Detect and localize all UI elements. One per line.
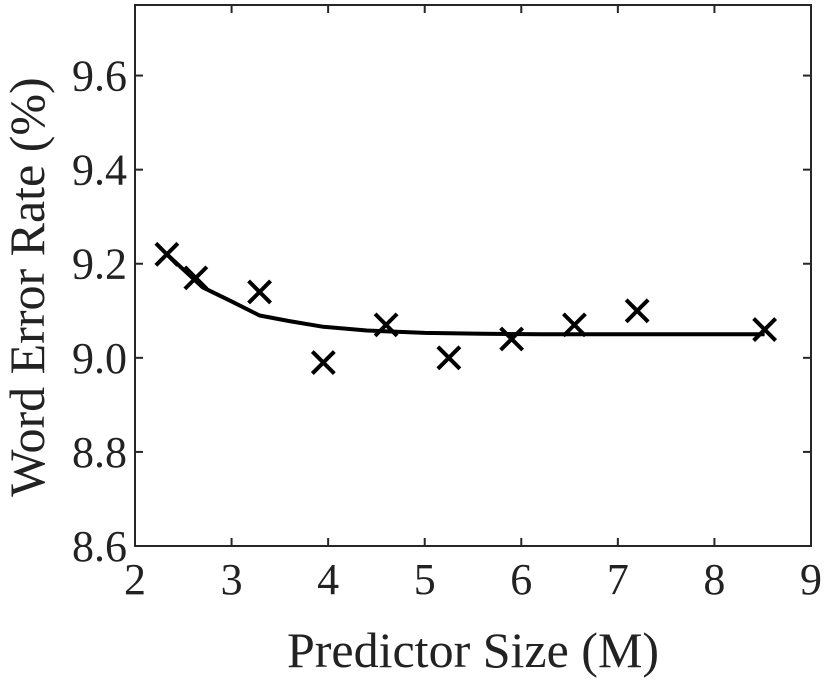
data-point — [247, 279, 272, 305]
x-tick-label: 4 — [317, 555, 339, 604]
data-point — [561, 312, 587, 338]
x-tick-label: 6 — [510, 555, 532, 604]
y-tick-label: 8.6 — [72, 522, 127, 571]
y-tick-label: 8.8 — [72, 428, 127, 477]
plot-area — [154, 241, 778, 375]
x-tick-label: 9 — [800, 555, 822, 604]
y-tick-label: 9.0 — [72, 334, 127, 383]
x-tick-label: 3 — [221, 555, 243, 604]
data-point — [752, 317, 778, 343]
data-point — [624, 298, 650, 324]
y-tick-label: 9.6 — [72, 52, 127, 101]
x-tick-label: 7 — [607, 555, 629, 604]
x-tick-label: 8 — [703, 555, 725, 604]
x-tick-label: 5 — [414, 555, 436, 604]
x-axis: 2 3 4 5 6 7 8 9 — [124, 5, 822, 604]
fit-curve — [165, 252, 765, 337]
y-tick-label: 9.2 — [72, 240, 127, 289]
x-tick-label: 2 — [124, 555, 146, 604]
x-axis-title: Predictor Size (M) — [287, 622, 659, 678]
y-axis: 8.6 8.8 9.0 9.2 9.4 9.6 — [72, 52, 811, 571]
data-point — [499, 326, 525, 352]
data-point — [436, 345, 462, 371]
y-tick-label: 9.4 — [72, 146, 127, 195]
y-axis-title: Word Error Rate (%) — [0, 77, 55, 496]
data-point — [310, 350, 336, 375]
plot-frame — [134, 4, 812, 547]
